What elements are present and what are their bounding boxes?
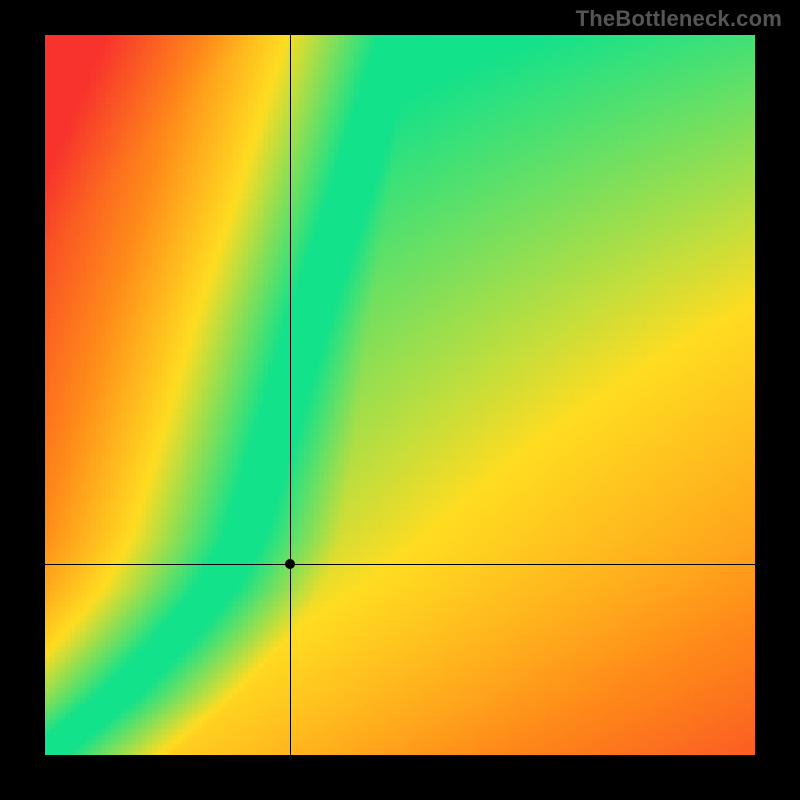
- crosshair-marker: [285, 559, 295, 569]
- bottleneck-heatmap: [45, 35, 755, 755]
- watermark-text: TheBottleneck.com: [576, 6, 782, 32]
- crosshair-horizontal: [45, 564, 755, 565]
- crosshair-vertical: [290, 35, 291, 755]
- chart-container: { "watermark": { "text": "TheBottleneck.…: [0, 0, 800, 800]
